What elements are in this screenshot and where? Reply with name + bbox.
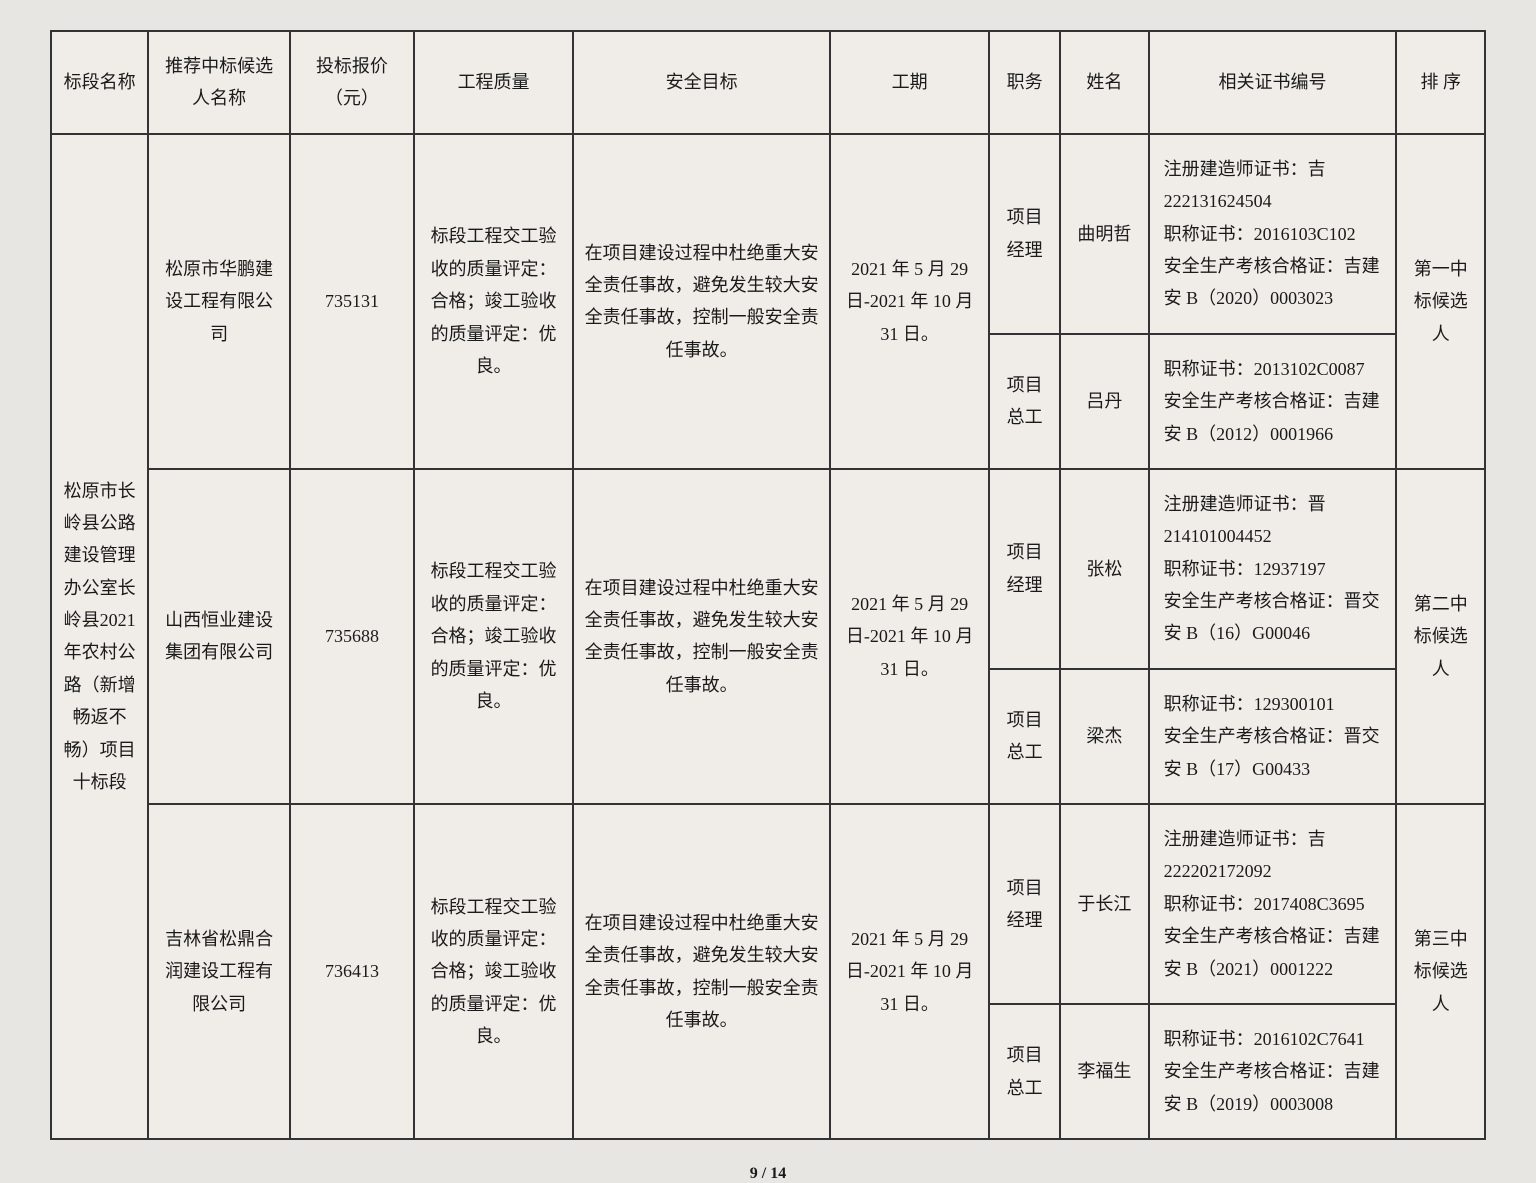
- page-number: 9 / 14: [50, 1165, 1486, 1183]
- cell-staff-name: 于长江: [1060, 804, 1149, 1004]
- header-cert: 相关证书编号: [1149, 31, 1397, 134]
- cell-rank: 第二中标候选人: [1396, 469, 1485, 804]
- header-name: 姓名: [1060, 31, 1149, 134]
- table-row: 松原市长岭县公路建设管理办公室长岭县2021年农村公路（新增畅返不畅）项目十标段…: [51, 134, 1485, 334]
- header-period: 工期: [830, 31, 989, 134]
- cell-quality: 标段工程交工验收的质量评定：合格；竣工验收的质量评定：优良。: [414, 469, 573, 804]
- cell-cert: 职称证书：2016102C7641安全生产考核合格证：吉建安 B（2019）00…: [1149, 1004, 1397, 1139]
- cell-role: 项目总工: [989, 334, 1060, 469]
- bid-candidates-table: 标段名称 推荐中标候选人名称 投标报价（元） 工程质量 安全目标 工期 职务 姓…: [50, 30, 1486, 1140]
- cell-price: 735688: [290, 469, 414, 804]
- cell-cert: 注册建造师证书：吉 222202172092职称证书：2017408C3695安…: [1149, 804, 1397, 1004]
- header-company: 推荐中标候选人名称: [148, 31, 290, 134]
- cell-staff-name: 李福生: [1060, 1004, 1149, 1139]
- cell-cert: 注册建造师证书：晋 214101004452职称证书：12937197安全生产考…: [1149, 469, 1397, 669]
- cell-period: 2021 年 5 月 29 日-2021 年 10 月 31 日。: [830, 134, 989, 469]
- cell-staff-name: 曲明哲: [1060, 134, 1149, 334]
- cell-role: 项目经理: [989, 469, 1060, 669]
- cell-cert: 职称证书：129300101安全生产考核合格证：晋交安 B（17）G00433: [1149, 669, 1397, 804]
- cell-safety: 在项目建设过程中杜绝重大安全责任事故，避免发生较大安全责任事故，控制一般安全责任…: [573, 469, 830, 804]
- header-role: 职务: [989, 31, 1060, 134]
- cell-safety: 在项目建设过程中杜绝重大安全责任事故，避免发生较大安全责任事故，控制一般安全责任…: [573, 134, 830, 469]
- cell-cert: 注册建造师证书：吉 222131624504职称证书：2016103C102安全…: [1149, 134, 1397, 334]
- cell-role: 项目经理: [989, 134, 1060, 334]
- cell-staff-name: 梁杰: [1060, 669, 1149, 804]
- cell-price: 735131: [290, 134, 414, 469]
- cell-period: 2021 年 5 月 29 日-2021 年 10 月 31 日。: [830, 804, 989, 1139]
- cell-staff-name: 张松: [1060, 469, 1149, 669]
- cell-role: 项目经理: [989, 804, 1060, 1004]
- cell-rank: 第三中标候选人: [1396, 804, 1485, 1139]
- cell-role: 项目总工: [989, 1004, 1060, 1139]
- header-quality: 工程质量: [414, 31, 573, 134]
- cell-quality: 标段工程交工验收的质量评定：合格；竣工验收的质量评定：优良。: [414, 804, 573, 1139]
- header-safety: 安全目标: [573, 31, 830, 134]
- cell-section-name: 松原市长岭县公路建设管理办公室长岭县2021年农村公路（新增畅返不畅）项目十标段: [51, 134, 148, 1139]
- cell-company: 松原市华鹏建设工程有限公司: [148, 134, 290, 469]
- header-price: 投标报价（元）: [290, 31, 414, 134]
- header-rank: 排 序: [1396, 31, 1485, 134]
- cell-cert: 职称证书：2013102C0087安全生产考核合格证：吉建安 B（2012）00…: [1149, 334, 1397, 469]
- cell-company: 吉林省松鼎合润建设工程有限公司: [148, 804, 290, 1139]
- cell-price: 736413: [290, 804, 414, 1139]
- cell-company: 山西恒业建设集团有限公司: [148, 469, 290, 804]
- table-row: 山西恒业建设集团有限公司 735688 标段工程交工验收的质量评定：合格；竣工验…: [51, 469, 1485, 669]
- cell-rank: 第一中标候选人: [1396, 134, 1485, 469]
- cell-quality: 标段工程交工验收的质量评定：合格；竣工验收的质量评定：优良。: [414, 134, 573, 469]
- header-section: 标段名称: [51, 31, 148, 134]
- cell-staff-name: 吕丹: [1060, 334, 1149, 469]
- table-header-row: 标段名称 推荐中标候选人名称 投标报价（元） 工程质量 安全目标 工期 职务 姓…: [51, 31, 1485, 134]
- cell-role: 项目总工: [989, 669, 1060, 804]
- cell-safety: 在项目建设过程中杜绝重大安全责任事故，避免发生较大安全责任事故，控制一般安全责任…: [573, 804, 830, 1139]
- cell-period: 2021 年 5 月 29 日-2021 年 10 月 31 日。: [830, 469, 989, 804]
- table-row: 吉林省松鼎合润建设工程有限公司 736413 标段工程交工验收的质量评定：合格；…: [51, 804, 1485, 1004]
